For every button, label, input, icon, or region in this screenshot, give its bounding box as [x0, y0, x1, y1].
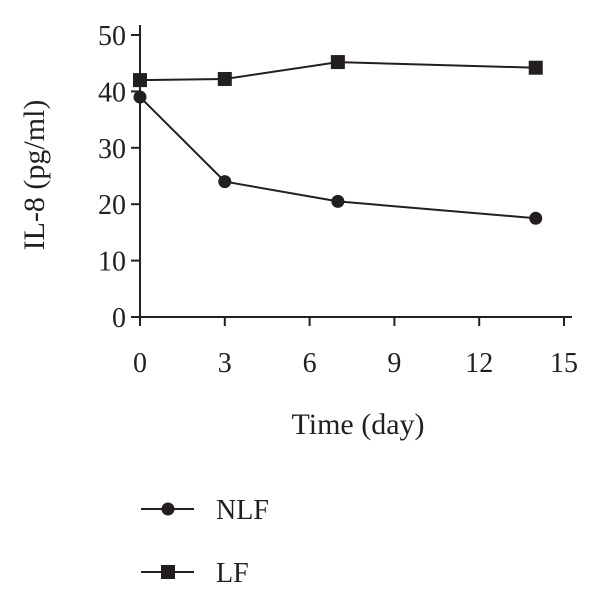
legend-marker-nlf — [161, 502, 175, 516]
legend: NLF LF — [141, 495, 269, 589]
x-tick-label: 0 — [133, 348, 147, 379]
x-tick-label: 15 — [550, 348, 578, 379]
x-tick-label: 9 — [387, 348, 401, 379]
data-point-nlf — [529, 211, 543, 225]
data-point-lf — [217, 71, 232, 86]
x-tick-label: 12 — [465, 348, 493, 379]
data-point-lf — [133, 73, 147, 88]
data-point-lf — [528, 60, 543, 75]
x-tick-label: 6 — [303, 348, 317, 379]
data-point-nlf — [133, 90, 147, 104]
y-tick-label: 30 — [98, 134, 126, 165]
y-axis-label: IL-8 (pg/ml) — [18, 100, 51, 251]
series-group — [133, 55, 543, 225]
y-tick-label: 0 — [112, 303, 126, 334]
y-tick-label: 20 — [98, 190, 126, 221]
y-tick-label: 50 — [98, 21, 126, 52]
y-tick-label: 40 — [98, 77, 126, 108]
series-line-lf — [139, 61, 536, 82]
series-nlf — [133, 90, 543, 225]
series-line-nlf — [139, 96, 536, 220]
legend-item-nlf: NLF — [141, 495, 269, 526]
tick-marks — [131, 34, 565, 326]
tick-labels: 0 10 20 30 40 50 0 3 6 9 12 15 — [98, 21, 578, 379]
legend-item-lf: LF — [141, 558, 249, 589]
legend-marker-lf — [161, 565, 175, 579]
series-lf — [133, 55, 543, 88]
data-point-nlf — [331, 194, 345, 208]
y-tick-label: 10 — [98, 247, 126, 278]
legend-label-lf: LF — [216, 558, 249, 589]
x-tick-label: 3 — [218, 348, 232, 379]
legend-label-nlf: NLF — [216, 495, 269, 526]
data-point-nlf — [218, 175, 232, 189]
data-point-lf — [330, 55, 345, 70]
axes — [139, 25, 572, 318]
x-axis-label: Time (day) — [291, 408, 424, 441]
